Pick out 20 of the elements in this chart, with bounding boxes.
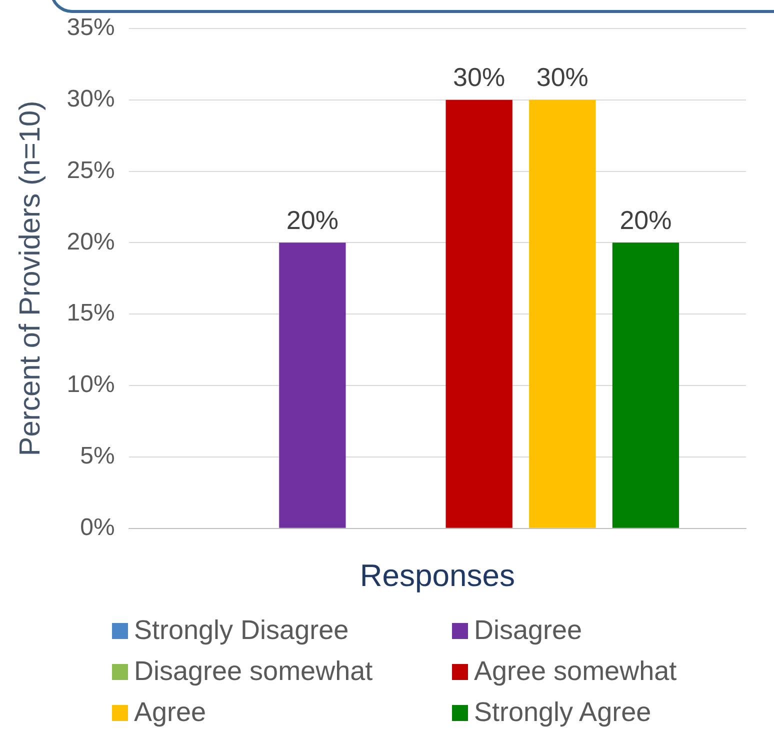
data-label: 30% <box>453 62 506 92</box>
data-label: 20% <box>286 204 338 235</box>
legend-label: Agree somewhat <box>474 656 677 687</box>
y-tick-label: 25% <box>66 156 115 184</box>
legend-label: Disagree <box>474 615 582 646</box>
data-label: 20% <box>620 204 672 235</box>
y-tick-label: 5% <box>80 442 115 470</box>
legend-label: Agree <box>134 697 206 728</box>
legend-label: Disagree somewhat <box>134 656 373 687</box>
y-axis-title: Percent of Providers (n=10) <box>14 100 46 456</box>
y-tick-label: 15% <box>66 300 115 327</box>
data-label: 30% <box>536 62 588 92</box>
y-tick-label: 35% <box>66 14 115 42</box>
x-axis-title: Responses <box>360 558 515 593</box>
y-tick-label: 20% <box>66 228 115 256</box>
legend-label: Strongly Disagree <box>134 615 349 646</box>
y-tick-label: 0% <box>80 514 115 542</box>
y-tick-label: 10% <box>66 371 115 398</box>
legend-label: Strongly Agree <box>474 697 652 728</box>
y-tick-label: 30% <box>66 85 115 112</box>
